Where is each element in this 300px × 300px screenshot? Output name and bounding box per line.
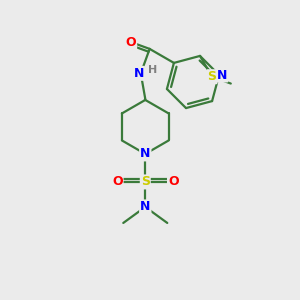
Text: N: N <box>140 147 151 161</box>
Text: N: N <box>134 67 144 80</box>
Text: S: S <box>208 70 217 83</box>
Text: S: S <box>141 176 150 188</box>
Text: N: N <box>217 68 227 82</box>
Text: H: H <box>148 65 158 75</box>
Text: O: O <box>112 176 123 188</box>
Text: N: N <box>140 200 151 213</box>
Text: O: O <box>168 176 178 188</box>
Text: O: O <box>126 36 136 49</box>
